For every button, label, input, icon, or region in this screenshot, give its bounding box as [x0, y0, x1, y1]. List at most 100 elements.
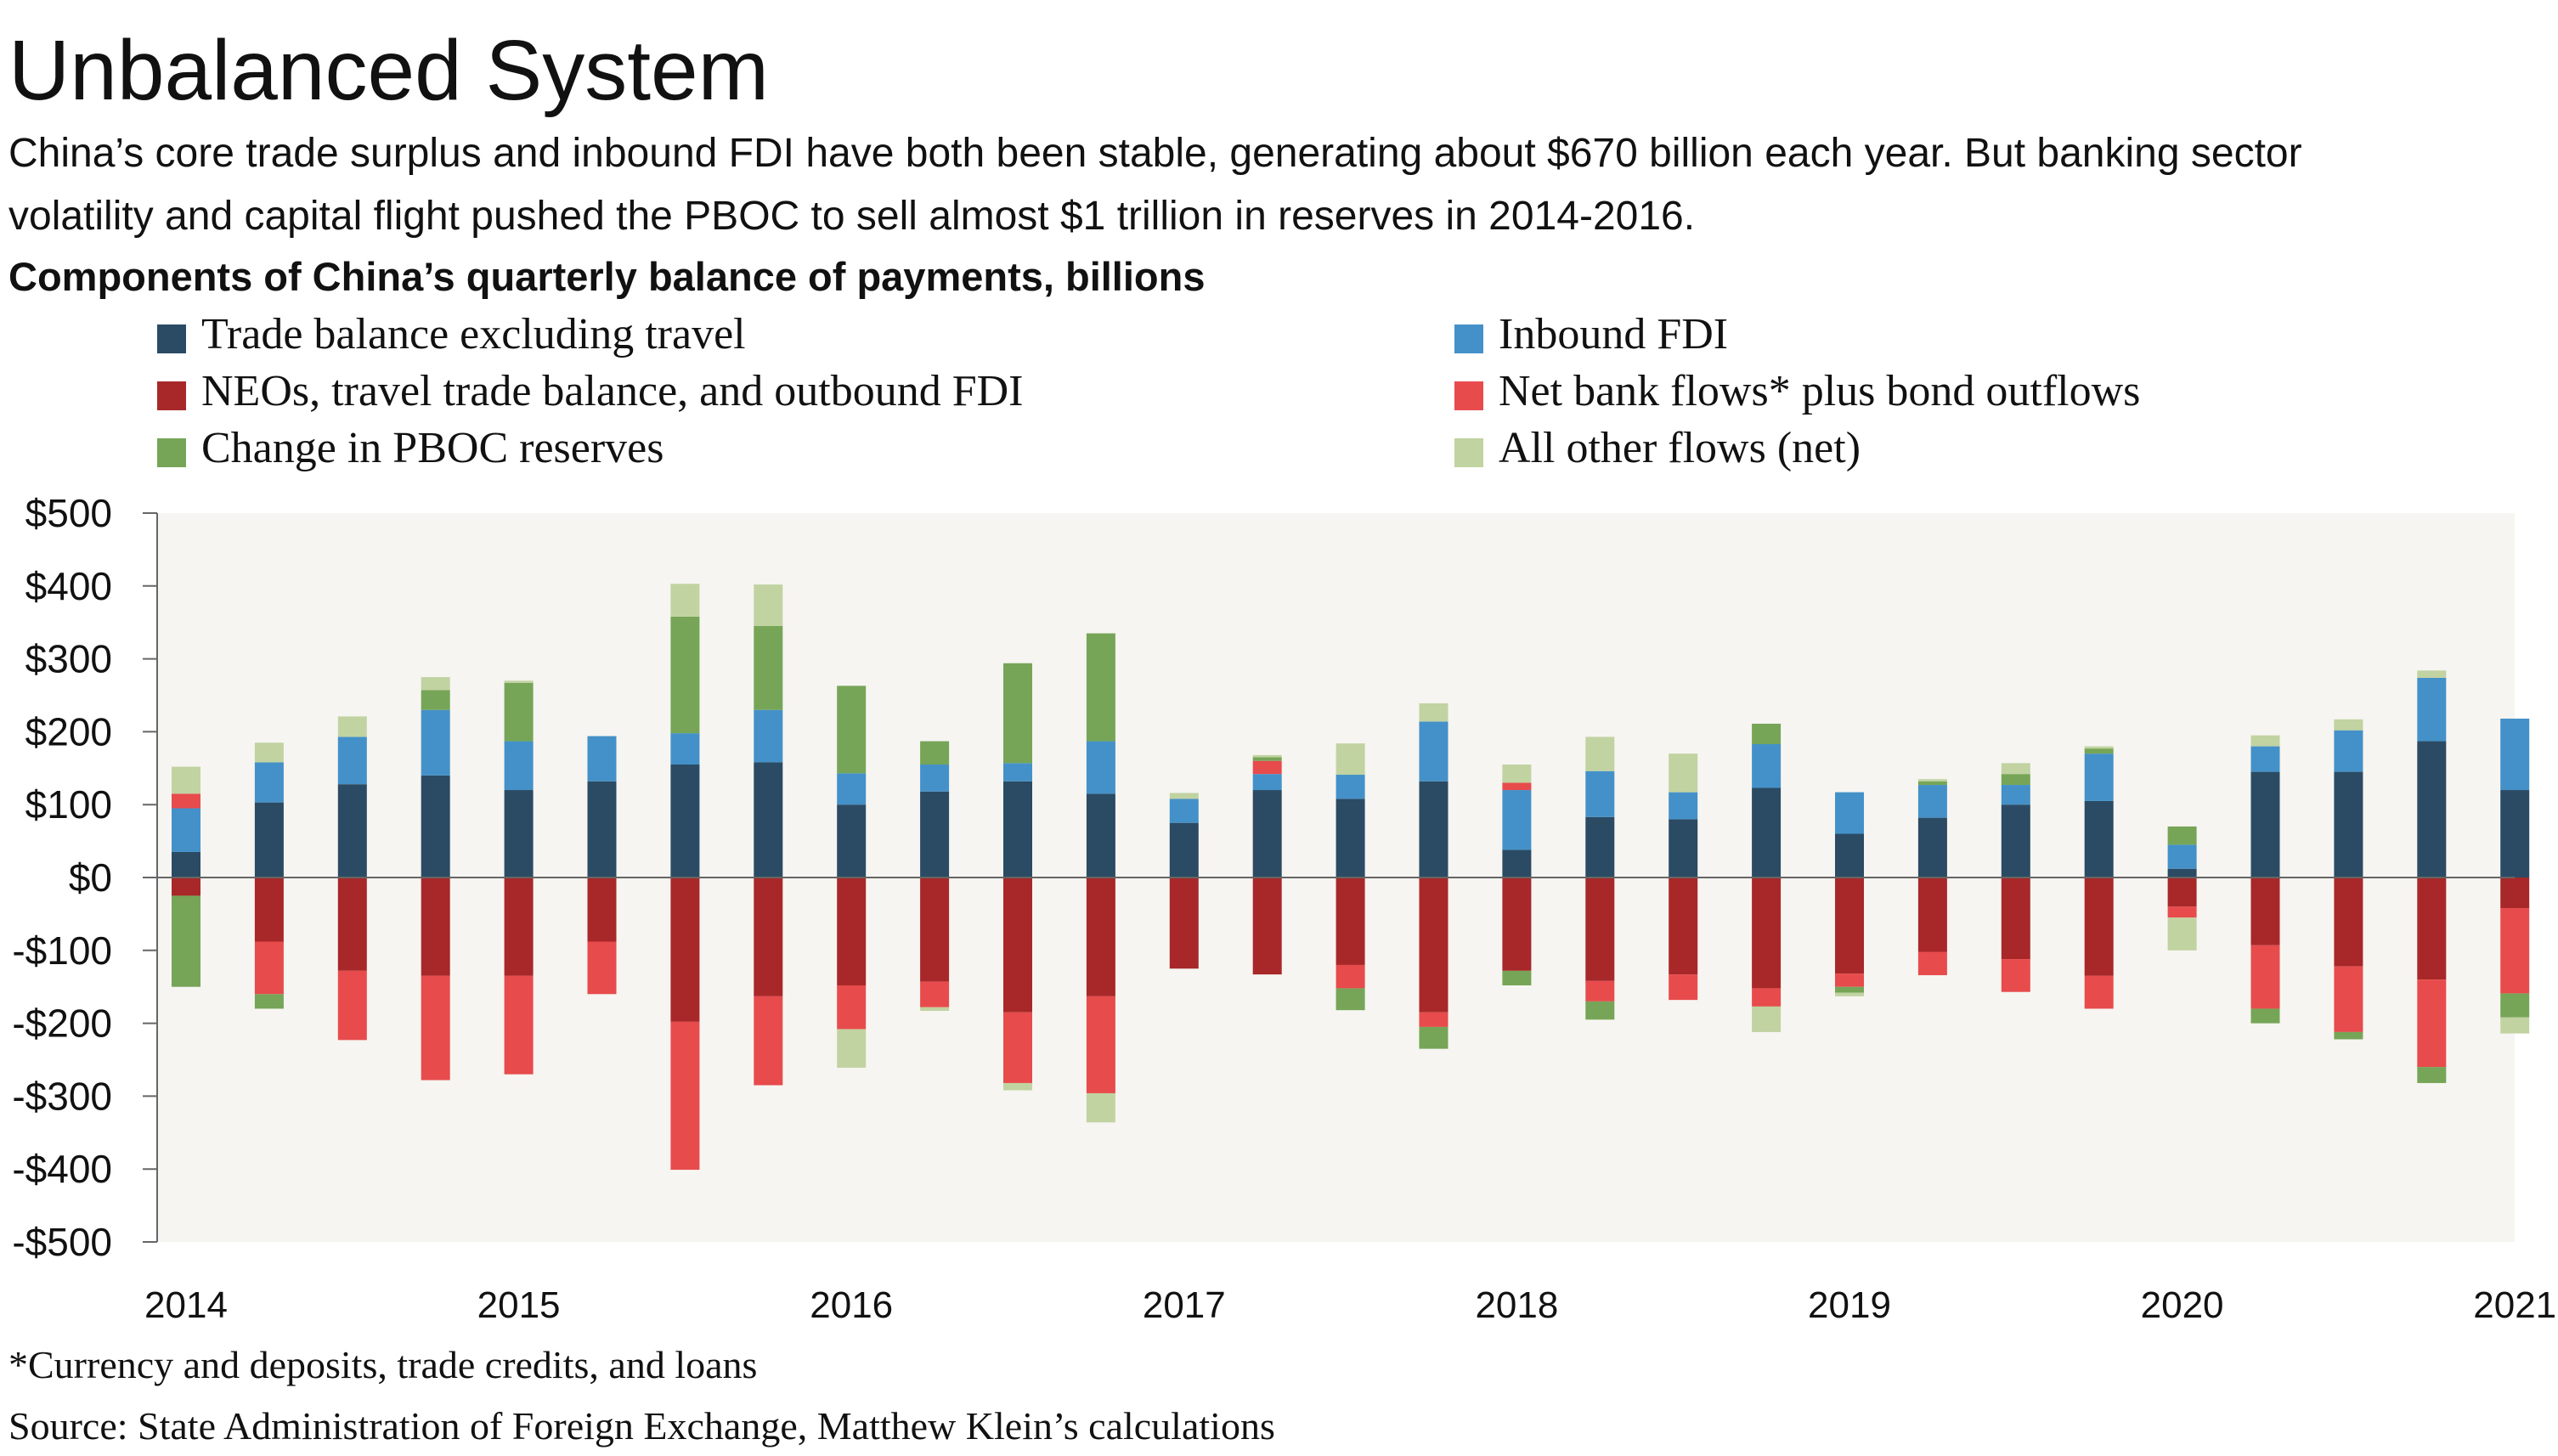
bar-segment — [587, 941, 617, 995]
bar-segment — [1003, 781, 1032, 878]
bar-segment — [1835, 973, 1864, 987]
bar-segment — [2250, 878, 2280, 945]
bar-segment — [1086, 633, 1115, 742]
bar-segment — [2334, 719, 2363, 731]
bar-segment — [1003, 878, 1032, 1013]
bar-segment — [837, 1029, 867, 1068]
bar-segment — [1669, 753, 1698, 793]
bar-segment — [1752, 743, 1782, 788]
bar-segment — [2001, 804, 2030, 878]
bar-segment — [254, 802, 284, 878]
bar-segment — [1252, 790, 1282, 878]
bar-segment — [337, 970, 367, 1041]
bar-segment — [1003, 1082, 1032, 1091]
legend-label: Net bank flows* plus bond outflows — [1499, 367, 2140, 415]
bar-segment — [337, 736, 367, 785]
bar-segment — [670, 616, 700, 734]
bar-segment — [2500, 790, 2530, 878]
bar-segment — [2500, 718, 2530, 791]
bar-segment — [2250, 735, 2280, 747]
bar-segment — [1335, 775, 1365, 799]
bar-segment — [920, 741, 950, 765]
legend-label: Trade balance excluding travel — [201, 310, 746, 358]
bar-segment — [1419, 878, 1448, 1013]
y-tick-label: $0 — [69, 855, 112, 900]
bar-segment — [254, 878, 284, 942]
bar-segment — [1086, 996, 1115, 1093]
bar-segment — [172, 878, 200, 896]
bar-segment — [2001, 878, 2030, 960]
bar-segment — [754, 996, 783, 1086]
bar-segment — [754, 709, 783, 763]
bar-segment — [2250, 1008, 2280, 1024]
x-tick-label: 2021 — [2473, 1284, 2556, 1326]
bar-segment — [1086, 878, 1115, 996]
bar-segment — [1835, 992, 1864, 996]
bar-segment — [2417, 979, 2447, 1068]
bar-segment — [670, 1021, 700, 1171]
x-axis: 2014 2015 2016 2017 2018 2019 2020 2021 — [144, 1284, 2556, 1326]
legend: Trade balance excluding travel NEOs, trav… — [157, 310, 2140, 472]
bar-segment — [1419, 703, 1448, 722]
bar-segment — [1252, 757, 1282, 761]
bar-segment — [2500, 908, 2530, 994]
bar-segment — [2167, 917, 2197, 951]
bar-segment — [2417, 741, 2447, 878]
bar-segment — [1003, 763, 1032, 782]
bar-segment — [1585, 816, 1615, 878]
bar-segment — [504, 878, 534, 976]
bar-segment — [2417, 670, 2447, 678]
bar-segment — [837, 773, 867, 805]
x-tick-label: 2019 — [1808, 1284, 1891, 1326]
bar-segment — [2167, 826, 2197, 845]
x-tick-label: 2020 — [2141, 1284, 2224, 1326]
bar-segment — [1917, 951, 1947, 975]
bar-segment — [2167, 906, 2197, 918]
bar-segment — [1669, 974, 1698, 1001]
bar-segment — [2084, 753, 2114, 801]
x-tick-label: 2015 — [477, 1284, 561, 1326]
bar-segment — [2334, 966, 2363, 1032]
bar-segment — [337, 784, 367, 878]
legend-swatch — [157, 438, 186, 467]
bar-segment — [1252, 774, 1282, 791]
bar-segment — [2084, 800, 2114, 878]
legend-swatch — [1454, 438, 1483, 467]
bar-segment — [2417, 677, 2447, 742]
bar-segment — [1835, 833, 1864, 878]
bar-segment — [1502, 765, 1532, 783]
bar-segment — [1003, 1012, 1032, 1083]
bar-segment — [2001, 785, 2030, 805]
bar-segment — [254, 742, 284, 763]
x-tick-label: 2017 — [1143, 1284, 1226, 1326]
bar-segment — [504, 741, 534, 791]
bar-segment — [837, 804, 867, 878]
bar-segment — [2334, 1031, 2363, 1040]
bar-segment — [837, 985, 867, 1030]
bar-segment — [920, 1007, 950, 1012]
bar-segment — [1252, 878, 1282, 975]
bar-segment — [2001, 763, 2030, 775]
bar-segment — [1752, 723, 1782, 744]
bar-segment — [1335, 988, 1365, 1011]
bar-segment — [2167, 844, 2197, 869]
bar-segment — [254, 762, 284, 803]
bar-segment — [920, 765, 950, 792]
y-tick-label: -$200 — [12, 1002, 112, 1046]
bar-segment — [2250, 771, 2280, 878]
bar-segment — [1585, 770, 1615, 817]
bar-segment — [1917, 878, 1947, 952]
bar-segment — [2417, 878, 2447, 980]
bar-segment — [1669, 819, 1698, 878]
bar-segment — [2500, 993, 2530, 1018]
bar-segment — [1169, 799, 1199, 823]
bar-segment — [2084, 878, 2114, 976]
legend-swatch — [1454, 324, 1483, 353]
bar-segment — [1335, 964, 1365, 989]
bar-segment — [172, 793, 200, 809]
bar-segment — [1585, 1001, 1615, 1020]
bar-segment — [1419, 1012, 1448, 1027]
bar-segment — [1335, 799, 1365, 878]
y-tick-label: -$100 — [12, 928, 112, 973]
